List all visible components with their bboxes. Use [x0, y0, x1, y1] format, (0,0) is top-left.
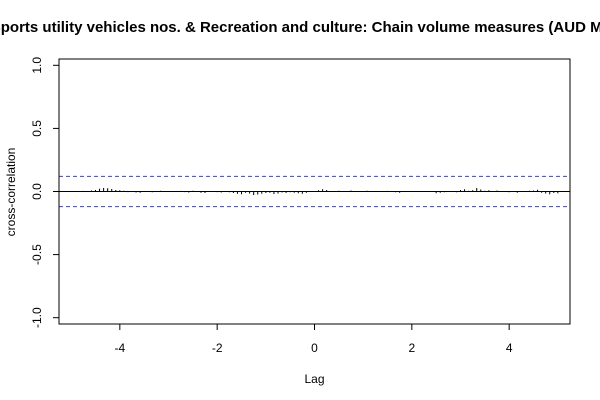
y-tick-label: 0.5: [30, 120, 44, 137]
x-tick-label: -4: [114, 341, 125, 355]
y-axis-label: cross-correlation: [4, 148, 18, 237]
x-tick-label: 4: [506, 341, 513, 355]
ccf-bars: [70, 187, 559, 196]
y-tick-label: 0.0: [30, 183, 44, 200]
y-axis: -1.0 -0.5 0.0 0.5 1.0: [30, 57, 60, 328]
y-tick-label: -0.5: [30, 244, 44, 265]
chart-title: Aust. Sports utility vehicles nos. & Rec…: [0, 19, 600, 36]
y-tick-label: 1.0: [30, 57, 44, 74]
x-tick-label: -2: [212, 341, 223, 355]
y-tick-label: -1.0: [30, 307, 44, 328]
x-tick-label: 2: [408, 341, 415, 355]
x-axis-label: Lag: [304, 372, 324, 386]
x-tick-label: 0: [311, 341, 318, 355]
x-axis: -4 -2 0 2 4: [114, 323, 513, 355]
